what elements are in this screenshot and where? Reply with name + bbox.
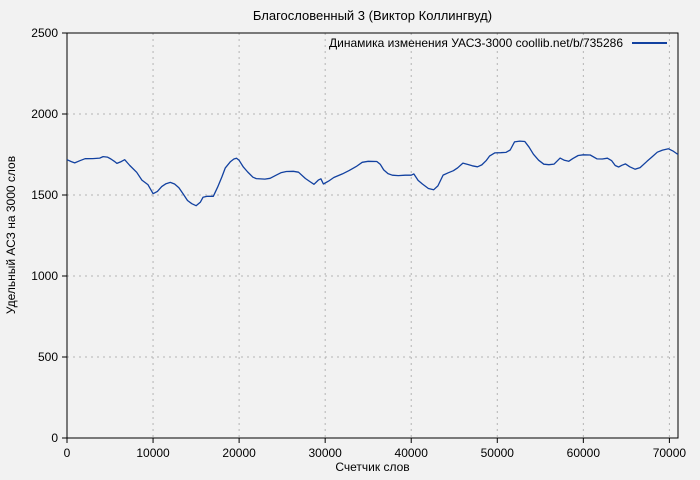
chart-title: Благословенный 3 (Виктор Коллингвуд) [252, 8, 493, 23]
y-tick-label: 500 [38, 350, 58, 364]
x-tick-label: 50000 [481, 446, 515, 460]
y-tick-label: 0 [51, 431, 58, 445]
legend-line-sample [632, 42, 667, 44]
legend: Динамика изменения УАСЗ-3000 coollib.net… [329, 36, 667, 50]
y-tick-label: 2000 [31, 107, 58, 121]
x-tick-label: 20000 [222, 446, 256, 460]
x-tick-label: 40000 [395, 446, 429, 460]
x-axis-label: Счетчик слов [335, 460, 410, 474]
legend-label: Динамика изменения УАСЗ-3000 coollib.net… [329, 36, 623, 50]
data-line [66, 140, 679, 207]
plot-border [66, 32, 679, 439]
x-tick-label: 60000 [567, 446, 601, 460]
y-axis-label: Удельный АСЗ на 3000 слов [4, 155, 18, 315]
x-tick-label: 0 [64, 446, 71, 460]
y-tick-label: 1000 [31, 269, 58, 283]
x-tick-label: 70000 [653, 446, 687, 460]
y-tick-label: 1500 [31, 188, 58, 202]
x-tick-label: 10000 [136, 446, 170, 460]
y-tick-label: 2500 [31, 26, 58, 40]
x-tick-label: 30000 [308, 446, 342, 460]
